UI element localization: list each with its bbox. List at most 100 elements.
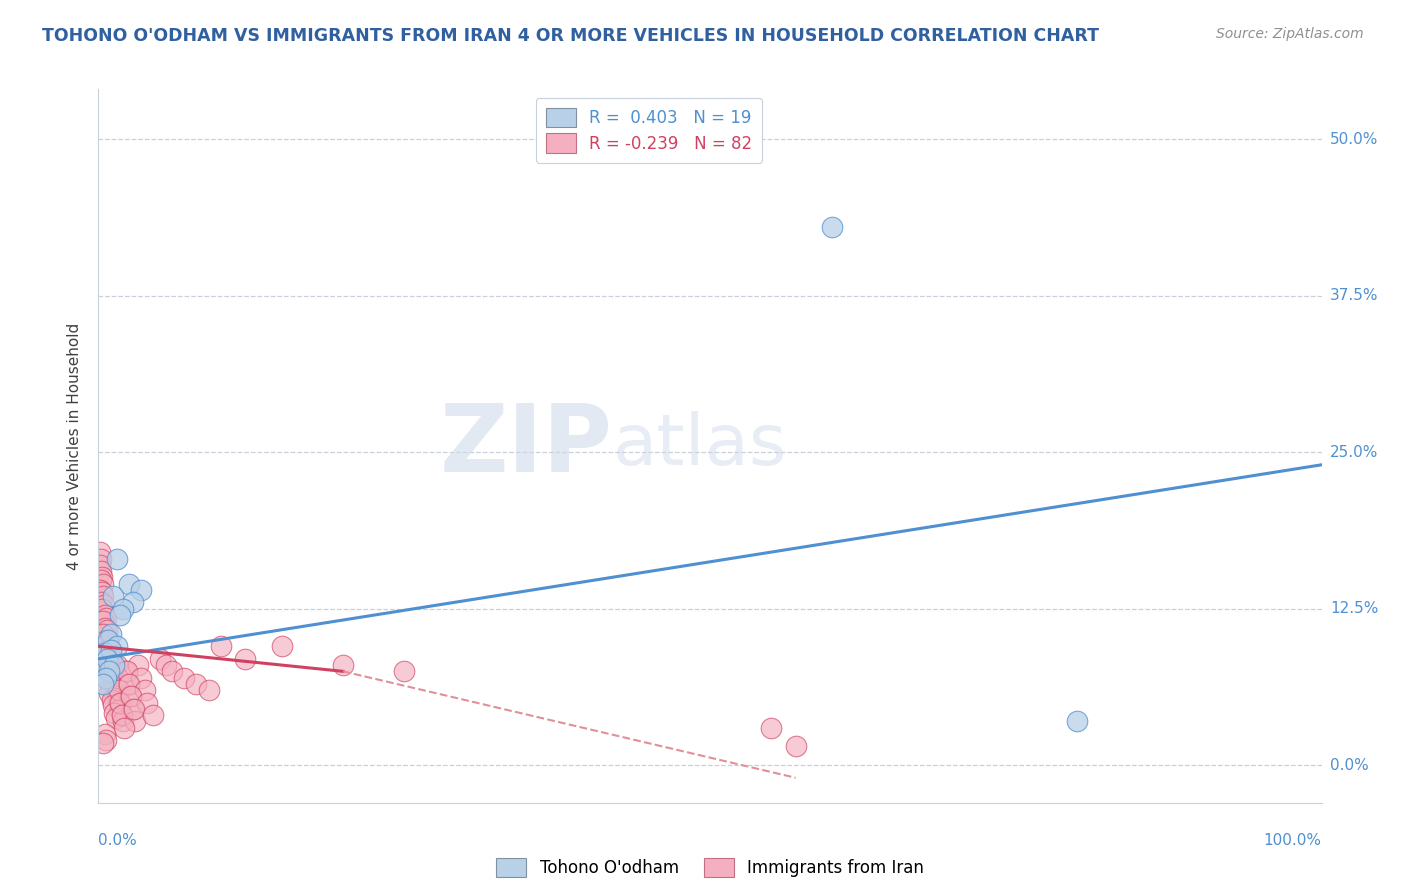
Text: 12.5%: 12.5% [1330, 601, 1378, 616]
Point [112, 721, 135, 735]
Point [97, 633, 120, 648]
Point [186, 677, 208, 691]
Point [110, 702, 132, 716]
Point [100, 652, 122, 666]
Point [98, 665, 121, 679]
Point [97, 643, 120, 657]
Point [114, 665, 136, 679]
Point [101, 698, 124, 713]
Text: Source: ZipAtlas.com: Source: ZipAtlas.com [1216, 27, 1364, 41]
Text: 50.0%: 50.0% [1330, 132, 1378, 147]
Y-axis label: 4 or more Vehicles in Household: 4 or more Vehicles in Household [67, 322, 83, 570]
Point [136, 696, 159, 710]
Point [96, 633, 118, 648]
Point [101, 693, 124, 707]
Point [104, 711, 127, 725]
Point [91, 614, 114, 628]
Point [149, 652, 172, 666]
Point [90, 564, 112, 578]
Point [111, 601, 134, 615]
Point [94, 621, 117, 635]
Point [197, 683, 219, 698]
Point [101, 665, 124, 679]
Point [105, 551, 128, 566]
Point [124, 714, 146, 729]
Point [103, 706, 125, 720]
Point [103, 658, 125, 673]
Point [173, 671, 195, 685]
Point [96, 660, 118, 674]
Point [105, 683, 128, 698]
Point [110, 696, 132, 710]
Point [134, 683, 156, 698]
Point [93, 640, 115, 654]
Point [142, 708, 165, 723]
Point [100, 681, 122, 695]
Text: TOHONO O'ODHAM VS IMMIGRANTS FROM IRAN 4 OR MORE VEHICLES IN HOUSEHOLD CORRELATI: TOHONO O'ODHAM VS IMMIGRANTS FROM IRAN 4… [42, 27, 1099, 45]
Point [233, 652, 256, 666]
Point [209, 640, 232, 654]
Point [96, 652, 118, 666]
Point [89, 582, 111, 597]
Point [89, 545, 111, 559]
Point [91, 576, 114, 591]
Point [105, 640, 128, 654]
Point [89, 558, 111, 572]
Point [93, 727, 115, 741]
Point [121, 702, 143, 716]
Point [761, 721, 783, 735]
Point [94, 733, 117, 747]
Point [108, 683, 131, 698]
Point [118, 576, 141, 591]
Point [115, 665, 138, 679]
Point [100, 643, 122, 657]
Legend: Tohono O'odham, Immigrants from Iran: Tohono O'odham, Immigrants from Iran [486, 848, 934, 888]
Point [90, 573, 112, 587]
Point [91, 570, 114, 584]
Point [101, 589, 124, 603]
Point [120, 690, 142, 704]
Point [129, 582, 152, 597]
Point [94, 671, 117, 685]
Point [122, 702, 145, 716]
Point [103, 671, 125, 685]
Point [93, 607, 115, 622]
Point [90, 551, 112, 566]
Point [100, 627, 122, 641]
Point [107, 690, 129, 704]
Point [111, 708, 134, 723]
Point [108, 696, 131, 710]
Point [91, 736, 114, 750]
Point [111, 714, 134, 729]
Point [155, 658, 177, 673]
Point [118, 677, 141, 691]
Point [332, 658, 354, 673]
Point [90, 595, 112, 609]
Point [1066, 714, 1088, 729]
Point [94, 610, 117, 624]
Point [91, 627, 114, 641]
Point [107, 671, 129, 685]
Text: ZIP: ZIP [439, 400, 612, 492]
Text: 0.0%: 0.0% [98, 833, 138, 848]
Text: 25.0%: 25.0% [1330, 445, 1378, 459]
Point [160, 665, 183, 679]
Point [127, 658, 149, 673]
Point [111, 708, 134, 723]
Point [91, 601, 114, 615]
Point [98, 646, 121, 660]
Point [96, 623, 118, 637]
Point [270, 640, 294, 654]
Point [98, 685, 121, 699]
Point [117, 677, 139, 691]
Point [821, 219, 844, 234]
Text: atlas: atlas [612, 411, 786, 481]
Point [98, 668, 121, 682]
Point [97, 656, 120, 670]
Point [101, 658, 124, 673]
Text: 37.5%: 37.5% [1330, 288, 1378, 303]
Point [91, 589, 114, 603]
Point [90, 585, 112, 599]
Point [392, 665, 416, 679]
Point [121, 595, 143, 609]
